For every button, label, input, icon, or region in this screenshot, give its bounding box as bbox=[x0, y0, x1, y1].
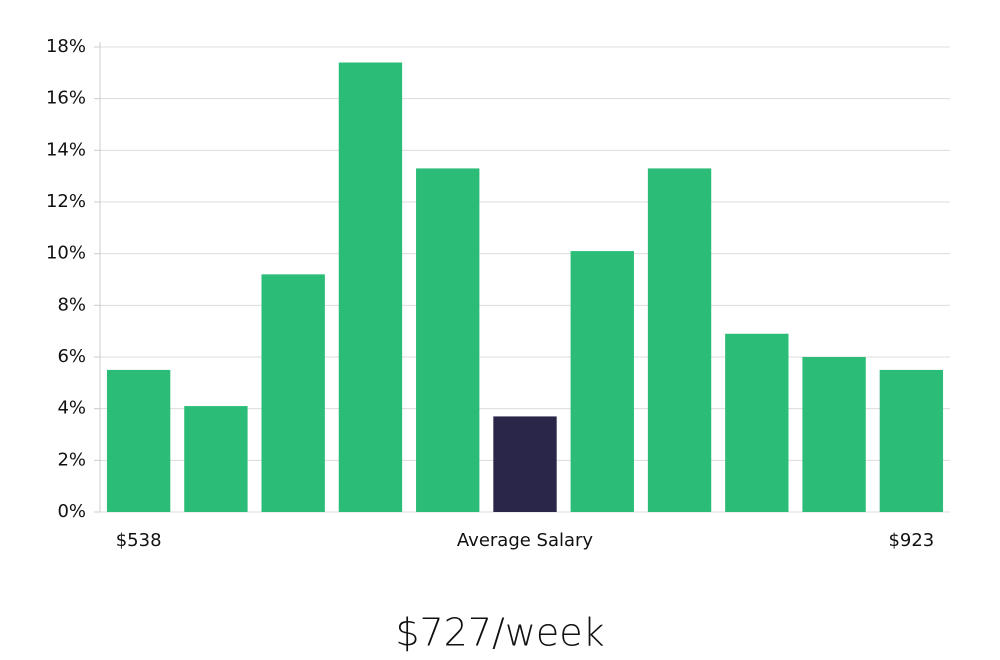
bar bbox=[570, 251, 634, 513]
bar bbox=[338, 62, 403, 512]
y-tick-label: 4% bbox=[57, 398, 86, 419]
y-tick-label: 12% bbox=[46, 191, 86, 212]
salary-annotation: $727/week bbox=[395, 611, 604, 655]
y-tick-label: 10% bbox=[46, 243, 86, 264]
bar bbox=[261, 274, 325, 512]
bar bbox=[879, 369, 944, 512]
bar bbox=[647, 168, 712, 512]
bar bbox=[802, 357, 866, 512]
bar bbox=[106, 369, 171, 512]
y-tick-label: 0% bbox=[57, 501, 86, 522]
y-tick-label: 8% bbox=[57, 294, 86, 315]
y-tick-label: 18% bbox=[46, 36, 86, 57]
bar bbox=[416, 168, 480, 512]
bar bbox=[725, 333, 789, 512]
y-tick-label: 6% bbox=[57, 346, 86, 367]
x-tick-label: Average Salary bbox=[457, 530, 594, 551]
bar bbox=[184, 406, 248, 512]
y-tick-label: 16% bbox=[46, 88, 86, 109]
y-tick-label: 2% bbox=[57, 449, 86, 470]
bar bbox=[493, 416, 557, 512]
x-tick-label: $923 bbox=[888, 530, 934, 551]
y-tick-label: 14% bbox=[46, 139, 86, 160]
x-tick-label: $538 bbox=[116, 530, 162, 551]
